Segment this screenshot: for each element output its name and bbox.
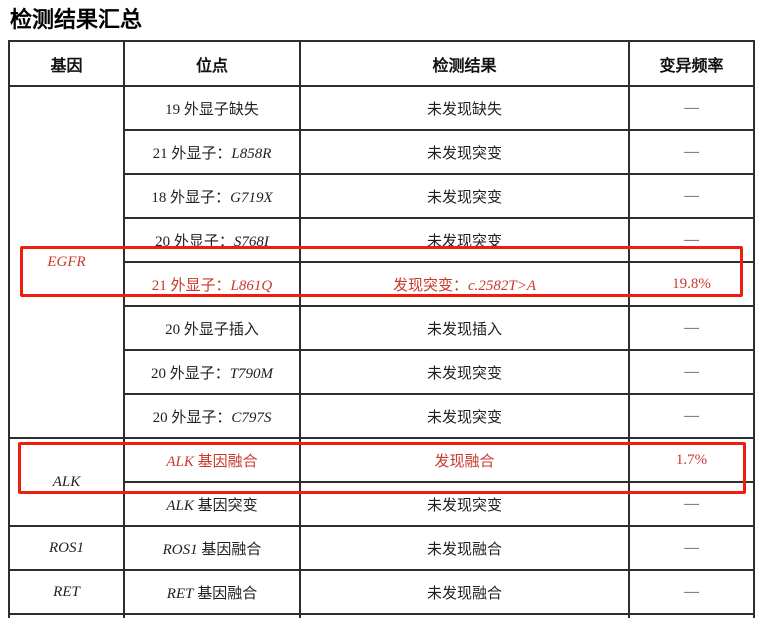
- frequency-cell: —: [628, 569, 755, 615]
- site-cell: 21 外显子：L861Q: [123, 261, 301, 307]
- site-cell: ALK 基因融合: [123, 437, 301, 483]
- gene-cell: [8, 613, 125, 618]
- table-row: ALK ALK 基因融合 发现融合 1.7%: [8, 437, 755, 527]
- frequency-cell: 1.7%: [628, 437, 755, 483]
- site-cell: RET 基因融合: [123, 569, 301, 615]
- table-row: ROS1 ROS1 基因融合 未发现融合 —: [8, 525, 755, 571]
- frequency-cell: —: [628, 217, 755, 263]
- table-row: ALK 基因突变 未发现突变 —: [9, 481, 755, 527]
- result-cell: 未发现插入: [299, 305, 630, 351]
- header-row: 基因 位点 检测结果 变异频率: [8, 40, 755, 87]
- frequency-cell: 19.8%: [628, 261, 755, 307]
- column-header: 检测结果: [299, 40, 630, 87]
- result-cell: 未发现突变: [299, 173, 630, 219]
- result-cell: 未发现融合: [299, 525, 630, 571]
- result-cell: 发现融合: [299, 437, 630, 483]
- site-cell: 20 外显子：T790M: [123, 349, 301, 395]
- table-row: 21 外显子：L861Q 发现突变：c.2582T>A 19.8%: [9, 261, 755, 307]
- column-header: 位点: [123, 40, 301, 87]
- frequency-cell: —: [628, 525, 755, 571]
- site-cell: 21 外显子：L858R: [123, 129, 301, 175]
- result-cell: 未发现突变: [299, 481, 630, 527]
- site-cell: ALK 基因突变: [123, 481, 301, 527]
- result-cell: 未发现缺失: [299, 85, 630, 131]
- result-cell: 未发现突变: [299, 393, 630, 439]
- frequency-cell: [628, 613, 755, 618]
- site-cell: 20 外显子：C797S: [123, 393, 301, 439]
- table-header: 基因 位点 检测结果 变异频率: [8, 40, 755, 87]
- column-header: 变异频率: [628, 40, 755, 87]
- site-cell: 18 外显子：G719X: [123, 173, 301, 219]
- page-title: 检测结果汇总: [10, 7, 143, 32]
- result-cell: 未发现融合: [299, 569, 630, 615]
- table-row: RET RET 基因融合 未发现融合 —: [8, 569, 755, 615]
- site-cell: ROS1 基因融合: [123, 525, 301, 571]
- table-body: EGFR 19 外显子缺失 未发现缺失 —21 外显子：L858R 未发现突变 —18 外…: [8, 85, 755, 618]
- table-row: 18 外显子：G719X 未发现突变 —: [9, 173, 755, 219]
- results-table: 基因 位点 检测结果 变异频率 EGFR 19 外显子缺失 未发现缺失 —21 外显子：L8…: [8, 40, 755, 618]
- table-row-partial: [8, 613, 755, 618]
- site-cell: 20 外显子插入: [123, 305, 301, 351]
- table-row: EGFR 19 外显子缺失 未发现缺失 —: [8, 85, 755, 439]
- column-header: 基因: [8, 40, 125, 87]
- frequency-cell: —: [628, 305, 755, 351]
- result-cell: 未发现突变: [299, 349, 630, 395]
- result-cell: 未发现突变: [299, 129, 630, 175]
- result-cell: [299, 613, 630, 618]
- site-cell: 19 外显子缺失: [123, 85, 301, 131]
- table-row: 20 外显子：S768I 未发现突变 —: [9, 217, 755, 263]
- frequency-cell: —: [628, 481, 755, 527]
- table-row: 20 外显子：T790M 未发现突变 —: [9, 349, 755, 395]
- gene-cell: RET: [8, 569, 125, 615]
- table-row: 20 外显子：C797S 未发现突变 —: [9, 393, 755, 439]
- frequency-cell: —: [628, 129, 755, 175]
- frequency-cell: —: [628, 393, 755, 439]
- result-cell: 未发现突变: [299, 217, 630, 263]
- frequency-cell: —: [628, 85, 755, 131]
- gene-cell: ROS1: [8, 525, 125, 571]
- site-cell: 20 外显子：S768I: [123, 217, 301, 263]
- frequency-cell: —: [628, 173, 755, 219]
- gene-cell: ALK: [8, 437, 125, 527]
- result-cell: 发现突变：c.2582T>A: [299, 261, 630, 307]
- gene-cell: EGFR: [8, 85, 125, 439]
- table-row: 20 外显子插入 未发现插入 —: [9, 305, 755, 351]
- table-row: 21 外显子：L858R 未发现突变 —: [9, 129, 755, 175]
- site-cell: [123, 613, 301, 618]
- frequency-cell: —: [628, 349, 755, 395]
